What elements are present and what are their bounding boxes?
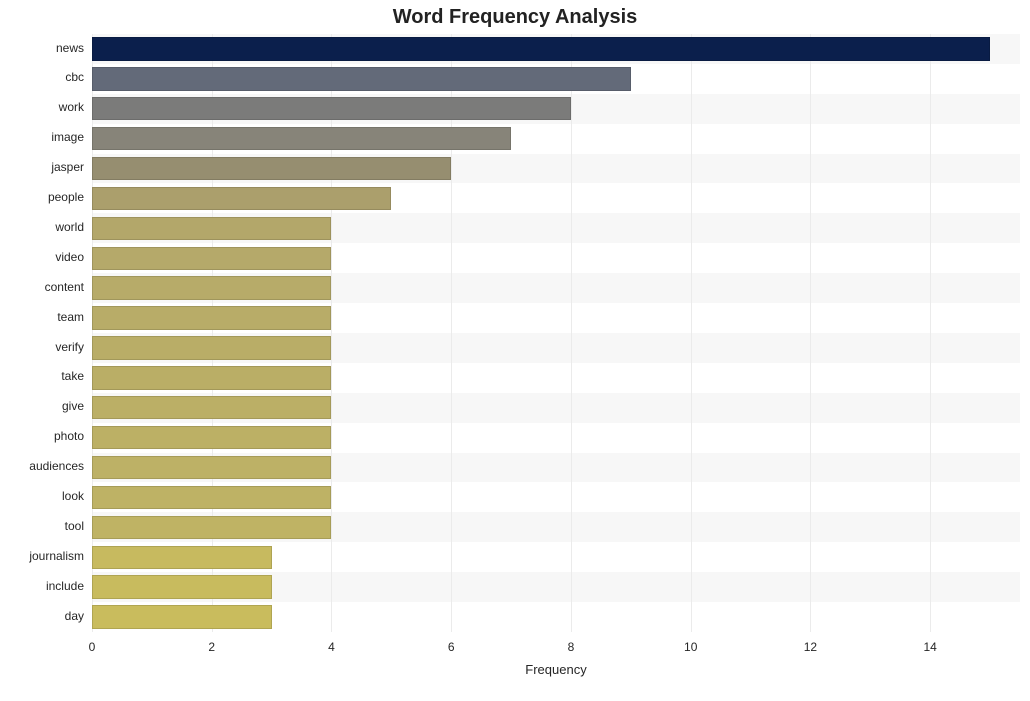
bar [92,276,331,299]
bar [92,575,272,598]
gridline [930,34,931,632]
chart-title: Word Frequency Analysis [0,6,1030,29]
x-axis-label: Frequency [92,662,1020,677]
y-tick-label: tool [0,519,84,533]
bar [92,217,331,240]
bar [92,486,331,509]
gridline [571,34,572,632]
gridline [810,34,811,632]
bar [92,127,511,150]
x-tick-label: 10 [684,640,697,654]
bar [92,366,331,389]
y-tick-label: day [0,609,84,623]
bar [92,426,331,449]
y-tick-label: jasper [0,160,84,174]
bar [92,67,631,90]
y-tick-label: team [0,310,84,324]
y-tick-label: image [0,130,84,144]
bar [92,187,391,210]
plot-area [92,34,1020,632]
bar [92,157,451,180]
x-tick-label: 12 [804,640,817,654]
y-tick-label: cbc [0,70,84,84]
chart-container: Word Frequency Analysis Frequency news cb… [0,0,1030,701]
x-tick-label: 8 [568,640,575,654]
bar [92,396,331,419]
bar [92,97,571,120]
bar [92,546,272,569]
x-tick-label: 14 [924,640,937,654]
y-tick-label: world [0,220,84,234]
y-tick-label: people [0,190,84,204]
bar [92,37,990,60]
x-tick-label: 0 [89,640,96,654]
gridline [92,34,93,632]
y-tick-label: work [0,100,84,114]
bar [92,516,331,539]
bar [92,605,272,628]
gridline [451,34,452,632]
bar [92,247,331,270]
y-tick-label: video [0,250,84,264]
y-tick-label: include [0,579,84,593]
gridline [212,34,213,632]
bar [92,456,331,479]
bar [92,306,331,329]
y-tick-label: audiences [0,459,84,473]
y-tick-label: verify [0,340,84,354]
y-tick-label: content [0,280,84,294]
gridline [331,34,332,632]
y-tick-label: take [0,369,84,383]
x-tick-label: 4 [328,640,335,654]
x-tick-label: 2 [208,640,215,654]
y-tick-label: journalism [0,549,84,563]
y-tick-label: look [0,489,84,503]
x-tick-label: 6 [448,640,455,654]
gridline [691,34,692,632]
y-tick-label: give [0,399,84,413]
bar [92,336,331,359]
y-tick-label: news [0,41,84,55]
y-tick-label: photo [0,429,84,443]
